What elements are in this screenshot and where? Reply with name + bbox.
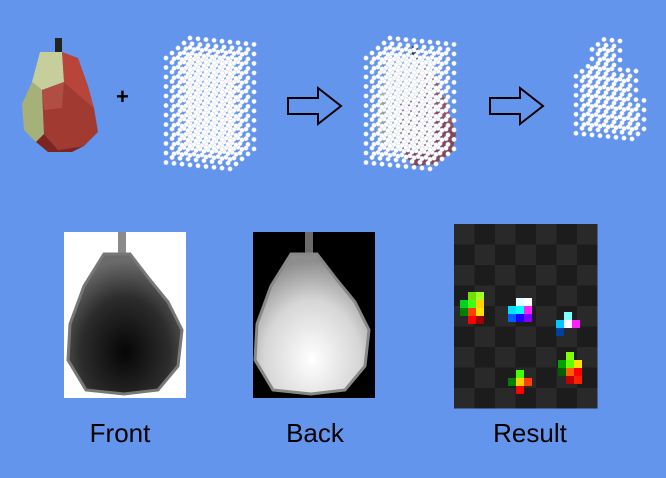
front-caption: Front [89,418,151,448]
result-blob [508,298,532,322]
pear-in-voxel-grid-icon [363,35,457,172]
result-map [454,224,598,409]
result-blob [558,352,582,384]
result-blob [556,312,580,336]
plus-sign: + [116,84,129,109]
front-depth-map [64,232,186,398]
result-blob [508,370,532,394]
result-blob [460,292,484,324]
result-caption: Result [493,418,567,448]
pear-model-icon [22,38,98,152]
back-caption: Back [286,418,344,448]
voxel-grid-icon [163,35,257,172]
right-arrow-icon [287,85,343,127]
right-arrow-icon [489,85,545,127]
voxelized-pear-icon [573,36,647,142]
back-depth-map [253,232,375,398]
